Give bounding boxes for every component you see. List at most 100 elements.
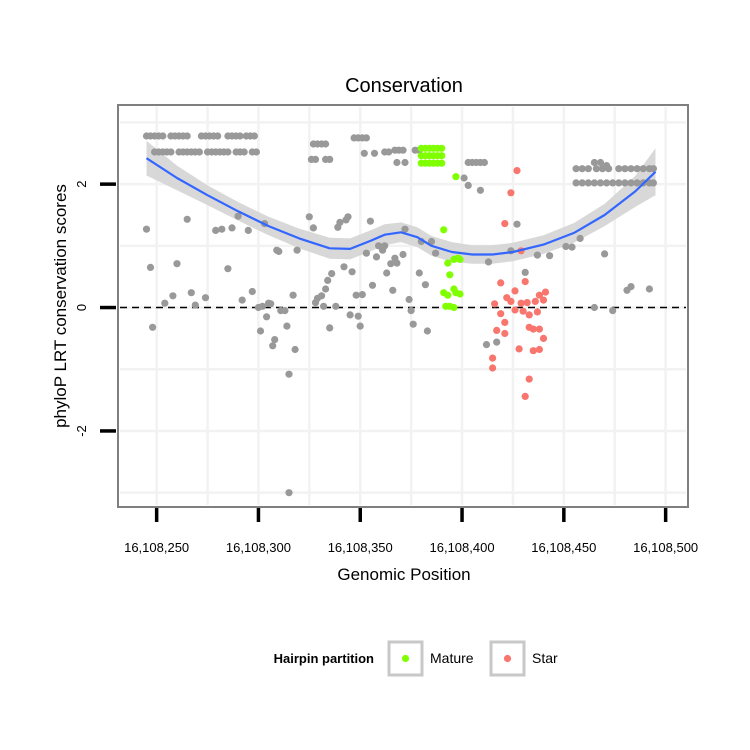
point-star: [515, 345, 523, 353]
smooth-layer: [145, 157, 657, 256]
point-other: [328, 270, 336, 278]
point-other: [615, 165, 623, 173]
point-star: [541, 288, 550, 296]
legend: Hairpin partition Mature Star: [274, 640, 558, 677]
point-other: [366, 217, 374, 225]
point-other: [649, 179, 658, 187]
y-tick-label: -2: [74, 425, 89, 437]
point-other: [393, 259, 401, 267]
point-other: [633, 179, 641, 187]
point-other: [584, 179, 592, 187]
point-other: [596, 158, 605, 167]
point-other: [159, 132, 167, 140]
point-other: [415, 269, 423, 277]
point-other: [615, 179, 623, 187]
point-other: [576, 234, 584, 242]
point-other: [385, 148, 393, 156]
x-tick-label: 16,108,250: [124, 540, 189, 555]
point-star: [535, 291, 544, 299]
point-other: [322, 285, 330, 293]
point-other: [627, 179, 635, 187]
point-mature: [438, 152, 446, 160]
point-other: [201, 294, 210, 302]
point-star: [535, 325, 544, 333]
point-other: [356, 322, 364, 330]
point-other: [427, 237, 436, 246]
point-star: [507, 297, 515, 305]
point-other: [318, 292, 326, 300]
point-mature: [438, 144, 446, 152]
point-other: [584, 165, 592, 173]
point-other: [305, 213, 313, 221]
point-other: [572, 179, 580, 187]
point-other: [320, 302, 328, 310]
point-other: [346, 311, 354, 319]
series-mature: [417, 144, 464, 312]
point-other: [493, 338, 501, 346]
point-other: [609, 179, 617, 187]
point-other: [360, 149, 368, 157]
point-other: [383, 269, 391, 277]
point-star: [513, 167, 521, 175]
point-other: [399, 146, 407, 154]
point-other: [513, 220, 521, 228]
point-other: [142, 225, 151, 233]
point-other: [344, 213, 352, 221]
point-other: [352, 291, 360, 299]
point-other: [484, 258, 493, 266]
point-star: [511, 287, 519, 295]
point-other: [603, 179, 611, 187]
point-star: [489, 354, 497, 362]
point-other: [645, 285, 654, 293]
point-other: [195, 148, 203, 156]
point-other: [236, 132, 244, 140]
point-other: [633, 165, 641, 173]
axes-layer: 16,108,250 16,108,300 16,108,350 16,108,400…: [74, 180, 698, 555]
point-other: [407, 307, 415, 315]
point-mature: [444, 291, 452, 299]
point-other: [372, 253, 381, 261]
point-other: [401, 158, 409, 167]
point-other: [533, 251, 542, 259]
point-star: [507, 189, 515, 197]
point-other: [167, 148, 175, 156]
point-other: [596, 179, 605, 187]
y-tick-label: 0: [74, 304, 89, 311]
point-other: [248, 287, 256, 296]
point-star: [525, 375, 533, 383]
point-star: [491, 300, 499, 308]
point-other: [285, 370, 293, 378]
x-tick-label: 16,108,350: [328, 540, 393, 555]
point-star: [539, 334, 548, 342]
point-other: [476, 186, 484, 194]
point-other: [228, 224, 236, 232]
point-other: [281, 307, 289, 315]
point-other: [240, 148, 248, 156]
point-other: [621, 179, 629, 187]
point-other: [639, 165, 647, 173]
point-other: [546, 252, 554, 260]
x-tick-label: 16,108,450: [531, 540, 596, 555]
point-other: [627, 165, 635, 173]
point-other: [267, 300, 275, 308]
point-star: [511, 306, 519, 314]
point-other: [362, 134, 370, 142]
point-other: [326, 324, 334, 332]
point-other: [370, 149, 379, 157]
legend-item-mature: Mature: [387, 640, 474, 677]
point-star: [497, 310, 505, 318]
point-other: [590, 179, 599, 187]
point-other: [244, 226, 252, 234]
x-tick-label: 16,108,400: [430, 540, 495, 555]
point-other: [405, 295, 413, 304]
point-other: [238, 296, 246, 304]
point-other: [326, 155, 334, 163]
point-star: [493, 326, 501, 334]
point-other: [432, 249, 440, 257]
point-other: [149, 323, 157, 331]
point-other: [362, 249, 370, 257]
point-other: [578, 179, 586, 187]
point-other: [562, 242, 570, 251]
point-other: [234, 212, 242, 220]
point-other: [146, 263, 155, 271]
